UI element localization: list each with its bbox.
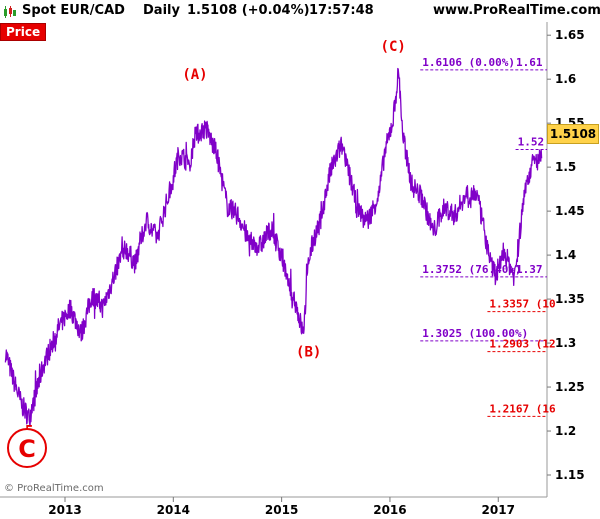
x-tick-label: 2015 <box>265 503 298 517</box>
x-tick-label: 2014 <box>157 503 190 517</box>
wave-degree-circle <box>7 428 47 468</box>
last-price: 1.5108 (+0.04%) <box>187 3 310 18</box>
price-series-line <box>4 67 543 426</box>
wave-label: (B) <box>296 344 321 360</box>
fib-level-value: 1.52 <box>518 136 545 149</box>
fib-level-label: 1.6106 (0.00%) <box>422 56 515 69</box>
y-tick-label: 1.3 <box>555 336 576 350</box>
y-tick-label: 1.15 <box>555 468 585 482</box>
y-tick-label: 1.35 <box>555 292 585 306</box>
fib-level-value: 1.61 <box>516 56 543 69</box>
instrument-name: Spot EUR/CAD <box>22 3 125 18</box>
fib-level-value: 1.3357 (10 <box>489 298 555 311</box>
candlestick-icon <box>4 6 16 18</box>
y-tick-label: 1.4 <box>555 248 576 262</box>
wave-label: (C) <box>381 39 406 55</box>
y-tick-label: 1.65 <box>555 28 585 42</box>
fib-level-label: 1.3025 (100.00%) <box>422 327 528 340</box>
chart-header: Spot EUR/CAD Daily 1.5108 (+0.04%) 17:57… <box>0 0 600 22</box>
y-tick-label: 1.2 <box>555 424 576 438</box>
fib-level-value: 1.37 <box>516 263 543 276</box>
x-tick-label: 2017 <box>482 503 515 517</box>
site-name: www.ProRealTime.com <box>433 3 600 18</box>
period-label: Daily <box>143 3 180 18</box>
plot-area <box>0 22 547 497</box>
copyright: © ProRealTime.com <box>4 483 104 494</box>
y-tick-label: 1.45 <box>555 204 585 218</box>
wave-label: (A) <box>182 67 207 83</box>
fib-level-value: 1.2903 (12 <box>489 338 555 351</box>
x-tick-label: 2013 <box>48 503 81 517</box>
panel-label-price[interactable]: Price <box>0 23 47 41</box>
y-tick-label: 1.5 <box>555 160 576 174</box>
y-tick-label: 1.6 <box>555 72 576 86</box>
fib-level-value: 1.2167 (16 <box>489 402 556 415</box>
wave-degree-label: C <box>18 435 36 463</box>
x-tick-label: 2016 <box>373 503 406 517</box>
y-tick-label: 1.25 <box>555 380 585 394</box>
clock-time: 17:57:48 <box>309 3 374 18</box>
current-price-tag: 1.5108 <box>547 124 599 144</box>
